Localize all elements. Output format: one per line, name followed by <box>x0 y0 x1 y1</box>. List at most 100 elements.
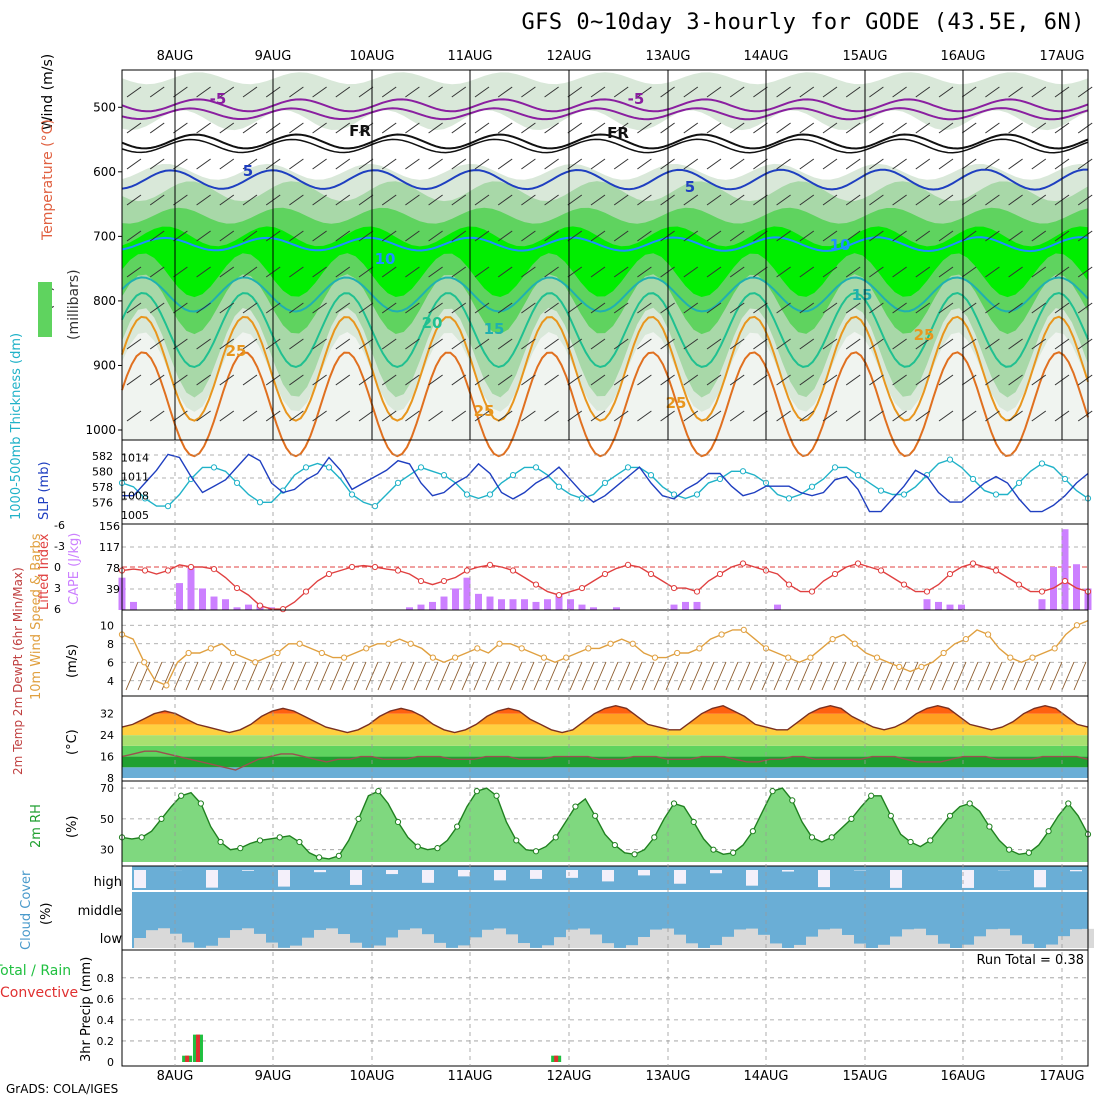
cloud-low-block <box>626 945 638 948</box>
cloud-low-block <box>350 942 362 948</box>
wind10-tick: 4 <box>107 675 114 688</box>
wind-barb <box>428 302 443 314</box>
wind-barb <box>381 374 397 386</box>
wind-barb <box>613 194 629 206</box>
wind-barb <box>474 374 490 386</box>
wind-barb <box>683 302 699 314</box>
wind10-speed-line-point <box>207 645 214 652</box>
wind10-barb <box>965 661 979 691</box>
lifted-index-line-point <box>440 577 448 585</box>
wind-barb <box>358 338 374 350</box>
wind-barb <box>149 86 165 98</box>
thickness-line-point <box>440 472 448 479</box>
wind-barb <box>173 158 188 170</box>
temp-contour-minus5 <box>121 98 1089 113</box>
wind10-speed-line-point <box>296 640 303 647</box>
contour-label: 10 <box>375 250 396 268</box>
wind-barb <box>358 194 374 206</box>
wind10-speed-line-point <box>807 654 814 661</box>
wind-barb <box>381 194 397 206</box>
rh2m-line-point <box>670 800 678 807</box>
wind10-speed-line-point <box>363 645 370 652</box>
wind10-barb <box>809 661 823 691</box>
cloud-high-block <box>278 870 290 887</box>
wind10-barb <box>329 661 343 691</box>
wind-barb <box>381 230 397 242</box>
cloud-low-block <box>734 929 746 948</box>
wind-barb <box>312 86 327 98</box>
wind-barb <box>358 266 374 278</box>
precip-axis-label: 3hr Precip (mm) <box>79 957 94 1062</box>
wind-barb <box>892 158 907 170</box>
wind10-barb <box>785 661 799 691</box>
wind10-speed-line-point <box>718 631 725 638</box>
cape-bar <box>406 607 413 610</box>
wind-barb <box>428 338 443 350</box>
wind-barb <box>521 302 536 314</box>
wind-barb <box>173 410 188 422</box>
wind-barb <box>149 410 165 422</box>
wind-barb <box>497 230 513 242</box>
wind10-barb <box>725 661 739 691</box>
wind-barb <box>822 230 838 242</box>
wind10-speed-line-point <box>385 640 392 647</box>
cape-bar <box>417 604 425 610</box>
wind10-speed-line-point <box>984 631 992 638</box>
wind10-barb <box>617 661 631 691</box>
cloud-high-block <box>134 870 146 888</box>
wind10-speed-line <box>121 619 1089 687</box>
wind10-barb <box>233 661 247 691</box>
wind10-speed-line-point <box>962 636 969 643</box>
wind-barb <box>196 374 211 386</box>
cloud-low-block <box>998 928 1010 948</box>
cloud-low-block <box>218 937 230 948</box>
lifted-index-line-point <box>969 560 977 567</box>
lifted-index-line-point <box>164 567 172 574</box>
cloud-low-block <box>386 937 398 948</box>
wind-barb <box>938 302 954 314</box>
rh2m-line-point <box>138 834 145 841</box>
wind-barb <box>126 194 142 206</box>
wind10-barb <box>1037 661 1051 691</box>
thickness-line-point <box>325 464 333 471</box>
wind10-barb <box>689 661 703 691</box>
cloud-high-block <box>458 870 470 877</box>
wind-barb <box>242 302 258 314</box>
wind10-tick: 6 <box>107 656 114 669</box>
lifted-index-line-point <box>946 570 954 578</box>
wind-barb <box>219 302 235 314</box>
wind-barb <box>1008 266 1023 278</box>
cloud-low-block <box>650 929 662 948</box>
precip-tick: 0.2 <box>97 1035 115 1048</box>
wind-barb <box>1008 338 1023 350</box>
wind-barb <box>196 86 211 98</box>
wind-barb <box>938 122 954 134</box>
rh2m-line-point <box>887 812 894 819</box>
wind10-barb <box>305 661 319 691</box>
cloud-low-block <box>254 933 266 948</box>
wind10-barb <box>893 661 907 691</box>
wind-barb <box>706 266 722 278</box>
thickness-line-point <box>555 483 563 490</box>
wind-barb <box>729 374 745 386</box>
cloud-low-block <box>638 936 650 948</box>
wind-barb <box>497 194 513 206</box>
wind-barb <box>521 86 536 98</box>
wind10-speed-line-point <box>873 654 881 661</box>
cape-bar <box>498 599 505 610</box>
wind-barb <box>242 410 258 422</box>
temp2m-tick: 32 <box>100 708 114 721</box>
date-label-bottom: 10AUG <box>349 1069 394 1084</box>
cloud-high-block <box>206 870 218 888</box>
precip-conv-bar <box>554 1055 559 1062</box>
wind-barb <box>869 194 884 206</box>
wind-barb <box>799 374 815 386</box>
wind-barb <box>683 86 699 98</box>
wind-barb <box>985 122 1000 134</box>
wind10-speed-line-point <box>318 649 325 657</box>
wind-barb <box>729 86 745 98</box>
wind-barb <box>405 338 420 350</box>
wind-barb <box>961 158 977 170</box>
wind10-barb <box>833 661 847 691</box>
wind-barb <box>126 338 142 350</box>
